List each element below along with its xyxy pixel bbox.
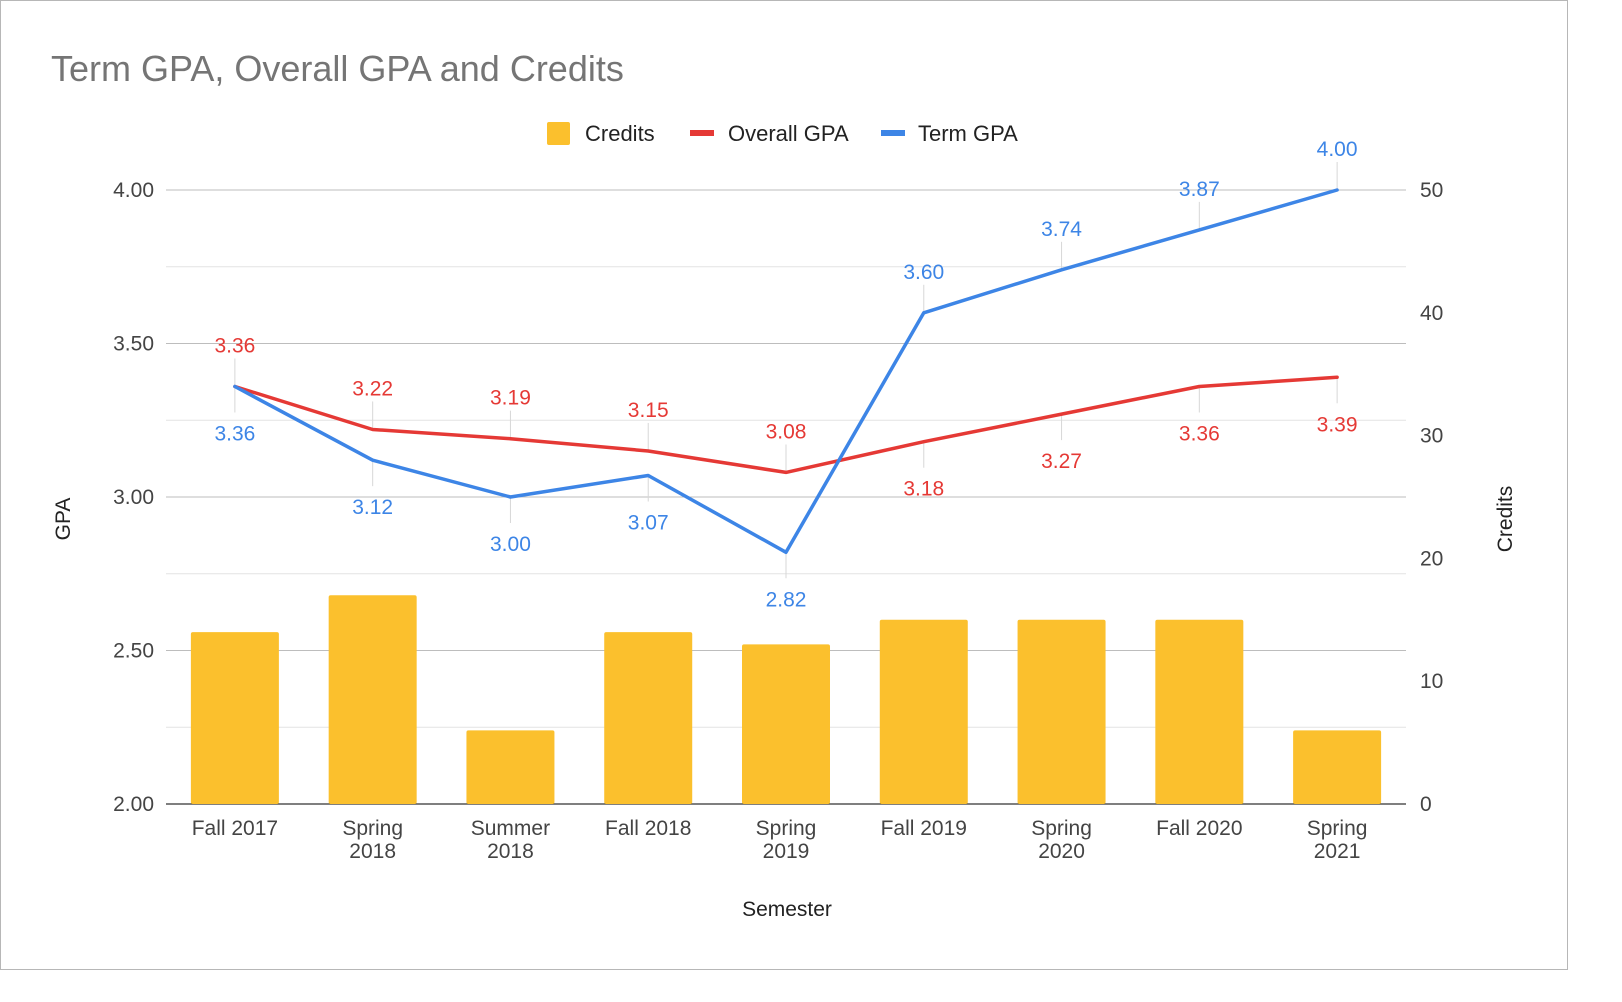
credits-bar	[1155, 619, 1244, 804]
combo-chart: Term GPA, Overall GPA and Credits Credit…	[51, 48, 1517, 921]
x-category-label: Spring	[1031, 817, 1092, 840]
overall-gpa-data-label: 3.18	[903, 478, 944, 501]
x-category-label: Fall 2017	[192, 817, 278, 840]
x-category-label: Spring	[1307, 817, 1368, 840]
credits-bar	[1017, 619, 1106, 804]
legend-label-credits: Credits	[585, 121, 655, 146]
y-left-tick-label: 2.50	[113, 640, 154, 663]
y-left-tick-label: 4.00	[113, 179, 154, 202]
chart-frame: Term GPA, Overall GPA and Credits Credit…	[0, 0, 1568, 970]
x-axis-title: Semester	[742, 898, 832, 921]
x-category-label: Spring	[342, 817, 403, 840]
y-left-tick-label: 3.50	[113, 333, 154, 356]
overall-gpa-data-label: 3.22	[352, 377, 393, 400]
x-category-label: 2018	[487, 840, 534, 863]
overall-gpa-data-label: 3.19	[490, 387, 531, 410]
overall-gpa-data-label: 3.27	[1041, 450, 1082, 473]
term-gpa-data-label: 4.00	[1317, 138, 1358, 161]
credits-bar	[604, 632, 693, 804]
y-right-tick-label: 10	[1420, 670, 1443, 693]
overall-gpa-line	[233, 375, 1339, 475]
legend-swatch-credits	[547, 122, 570, 145]
x-category-label: 2019	[763, 840, 810, 863]
legend-label-term-gpa: Term GPA	[918, 121, 1018, 146]
credits-bar	[742, 644, 830, 804]
x-category-label: Fall 2018	[605, 817, 691, 840]
credits-bar	[328, 595, 417, 804]
y-right-tick-label: 40	[1420, 302, 1443, 325]
credits-bar	[1293, 730, 1382, 804]
y-left-tick-label: 2.00	[113, 793, 154, 816]
x-category-label: Fall 2019	[881, 817, 967, 840]
overall-gpa-data-label: 3.39	[1317, 413, 1358, 436]
term-gpa-data-label: 2.82	[766, 588, 807, 611]
y-left-tick-label: 3.00	[113, 486, 154, 509]
data-labels: 3.36 3.36 3.22 3.12 3.19 3.00 3.15 3.07 3.08 2.82…	[214, 138, 1357, 611]
term-gpa-data-label: 3.74	[1041, 218, 1082, 241]
gpa-lines	[233, 188, 1339, 555]
x-category-label: Spring	[756, 817, 817, 840]
legend-label-overall-gpa: Overall GPA	[728, 121, 849, 146]
legend-swatch-overall-gpa	[690, 130, 714, 136]
x-category-label: Fall 2020	[1156, 817, 1242, 840]
overall-gpa-data-label: 3.15	[628, 399, 669, 422]
credits-bar	[879, 619, 968, 804]
overall-gpa-data-label: 3.08	[766, 420, 807, 443]
x-category-label: 2020	[1038, 840, 1085, 863]
term-gpa-data-label: 3.60	[903, 261, 944, 284]
overall-gpa-data-label: 3.36	[214, 334, 255, 357]
credits-bar	[466, 730, 555, 804]
y-right-tick-label: 0	[1420, 793, 1432, 816]
label-leader-lines	[234, 162, 1338, 579]
overall-gpa-data-label: 3.36	[1179, 422, 1220, 445]
legend-swatch-term-gpa	[881, 130, 905, 136]
term-gpa-data-label: 3.87	[1179, 178, 1220, 201]
chart-title: Term GPA, Overall GPA and Credits	[51, 48, 624, 89]
x-category-label: 2018	[349, 840, 396, 863]
term-gpa-data-label: 3.12	[352, 496, 393, 519]
term-gpa-data-label: 3.36	[214, 422, 255, 445]
term-gpa-data-label: 3.00	[490, 533, 531, 556]
credits-bars	[190, 595, 1382, 804]
y-right-tick-label: 30	[1420, 425, 1443, 448]
y-axis-left-title: GPA	[52, 498, 75, 541]
right-axis-ticks: 50 40 30 20 10 0	[1420, 179, 1443, 816]
left-axis-ticks: 4.00 3.50 3.00 2.50 2.00	[113, 179, 154, 816]
y-right-tick-label: 50	[1420, 179, 1443, 202]
term-gpa-data-label: 3.07	[628, 512, 669, 535]
y-right-tick-label: 20	[1420, 547, 1443, 570]
legend: Credits Overall GPA Term GPA	[547, 121, 1018, 146]
credits-bar	[190, 632, 279, 804]
term-gpa-line	[233, 188, 1339, 555]
x-category-label: Summer	[471, 817, 550, 840]
x-category-label: 2021	[1314, 840, 1361, 863]
y-axis-right-title: Credits	[1494, 486, 1517, 553]
